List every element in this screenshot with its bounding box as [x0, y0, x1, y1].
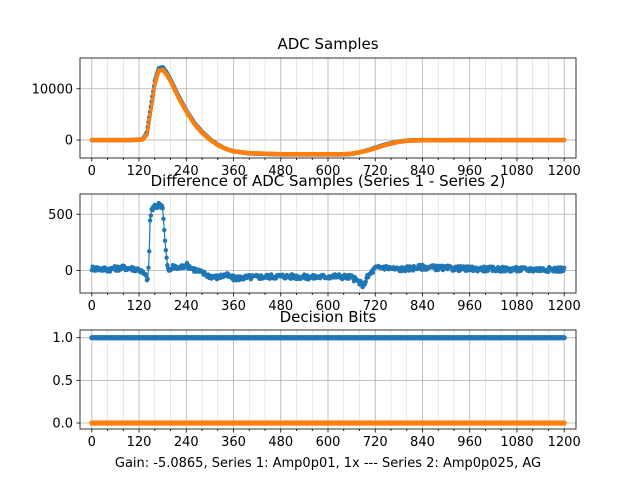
figure-xlabel: Gain: -5.0865, Series 1: Amp0p01, 1x ---… — [115, 456, 541, 471]
adc-samples-x-tick-label: 720 — [363, 164, 388, 179]
adc-samples-series-2-point — [148, 107, 154, 112]
difference-grid — [80, 194, 576, 293]
difference-series-1-point — [161, 216, 166, 222]
difference-series-1-point — [147, 249, 152, 254]
difference-x-tick-label: 1200 — [548, 299, 581, 314]
panel-difference: Difference of ADC Samples (Series 1 - Se… — [48, 172, 581, 314]
difference-series-1-point — [143, 273, 149, 278]
decision-bits-series-1-point — [561, 335, 567, 341]
adc-samples-x-tick-label: 360 — [221, 164, 246, 179]
difference-x-tick-label: 600 — [316, 299, 341, 314]
decision-bits-y-tick-label: 0.5 — [52, 374, 73, 389]
difference-x-tick-label: 360 — [221, 299, 246, 314]
difference-series-1-point — [561, 265, 567, 271]
difference-series-1-point — [148, 213, 154, 218]
adc-samples-series-2 — [89, 67, 567, 157]
difference-x-tick-label: 1080 — [500, 299, 533, 314]
adc-samples-series-2-point — [144, 132, 150, 137]
adc-samples-series-2-point — [149, 102, 154, 107]
difference-x-tick-label: 720 — [363, 299, 388, 314]
difference-series-1-point — [164, 255, 169, 260]
decision-bits-x-tick-label: 960 — [457, 435, 482, 450]
decision-bits-x-tick-label: 1200 — [548, 435, 581, 450]
adc-samples-x-tick-label: 0 — [88, 164, 96, 179]
decision-bits-x-tick-label: 840 — [410, 435, 435, 450]
adc-samples-series-2-point — [151, 87, 157, 92]
adc-samples-series-2-point — [145, 127, 150, 132]
adc-samples-series-2-point — [147, 117, 152, 122]
difference-series-1-point — [162, 238, 168, 243]
difference-series-1 — [89, 200, 567, 290]
difference-x-tick-label: 0 — [88, 299, 96, 314]
adc-samples-series-2-point — [150, 97, 155, 102]
difference-series-1-point — [145, 276, 150, 282]
adc-samples-y-tick-label: 10000 — [32, 82, 73, 97]
difference-y-tick-label: 500 — [48, 208, 73, 223]
adc-samples-title: ADC Samples — [277, 35, 378, 53]
adc-samples-ticks: 0 120 240 360 480 600 720 840 960 1080 1200 0 10000 — [32, 82, 581, 179]
decision-bits-x-tick-label: 120 — [127, 435, 152, 450]
adc-samples-x-tick-label: 960 — [457, 164, 482, 179]
decision-bits-series-2 — [89, 420, 567, 426]
difference-title: Difference of ADC Samples (Series 1 - Se… — [151, 172, 506, 190]
adc-samples-series-2-point — [146, 122, 151, 127]
difference-series-1-point — [162, 227, 167, 233]
adc-samples-x-tick-label: 120 — [127, 164, 152, 179]
difference-series-1-point — [147, 218, 153, 223]
decision-bits-title: Decision Bits — [280, 308, 377, 326]
adc-samples-x-tick-label: 600 — [316, 164, 341, 179]
difference-series-1-point — [363, 279, 368, 284]
adc-samples-x-tick-label: 1080 — [500, 164, 533, 179]
adc-samples-x-tick-label: 480 — [268, 164, 293, 179]
difference-x-tick-label: 480 — [268, 299, 293, 314]
difference-x-tick-label: 240 — [174, 299, 199, 314]
adc-samples-y-tick-label: 0 — [65, 134, 73, 149]
decision-bits-y-tick-label: 0.0 — [52, 417, 73, 432]
decision-bits-x-tick-label: 240 — [174, 435, 199, 450]
difference-y-tick-label: 0 — [65, 264, 73, 279]
decision-bits-series-2-point — [561, 420, 567, 426]
adc-samples-x-tick-label: 1200 — [548, 164, 581, 179]
difference-x-tick-label: 120 — [127, 299, 152, 314]
adc-samples-x-tick-label: 240 — [174, 164, 199, 179]
difference-series-1-point — [163, 247, 169, 253]
adc-samples-series-2-point — [561, 137, 567, 143]
decision-bits-series-1 — [89, 335, 567, 341]
panel-adc-samples: ADC Samples 0 120 240 360 480 600 720 840 960 108… — [32, 35, 581, 179]
difference-series — [89, 200, 567, 290]
adc-samples-x-tick-label: 840 — [410, 164, 435, 179]
adc-samples-series-2-point — [151, 92, 156, 97]
difference-x-tick-label: 840 — [410, 299, 435, 314]
decision-bits-x-tick-label: 0 — [88, 435, 96, 450]
decision-bits-ticks: 0 120 240 360 480 600 720 840 960 1080 1200 0.0 0.5 1… — [52, 331, 580, 450]
difference-series-1-point — [160, 205, 165, 211]
decision-bits-x-tick-label: 360 — [221, 435, 246, 450]
difference-series-1-point — [146, 265, 151, 270]
panel-decision-bits: Decision Bits 0 120 240 360 480 600 720 840 960 1… — [52, 308, 580, 450]
difference-series-1-point — [370, 270, 376, 275]
decision-bits-x-tick-label: 720 — [363, 435, 388, 450]
decision-bits-x-tick-label: 600 — [316, 435, 341, 450]
adc-samples-series-2-point — [147, 112, 153, 117]
decision-bits-series — [89, 335, 567, 426]
adc-samples-series — [89, 65, 567, 157]
decision-bits-x-tick-label: 1080 — [500, 435, 533, 450]
decision-bits-x-tick-label: 480 — [268, 435, 293, 450]
difference-ticks: 0 120 240 360 480 600 720 840 960 1080 1200 0 500 — [48, 208, 581, 314]
difference-x-tick-label: 960 — [457, 299, 482, 314]
decision-bits-y-tick-label: 1.0 — [52, 331, 73, 346]
